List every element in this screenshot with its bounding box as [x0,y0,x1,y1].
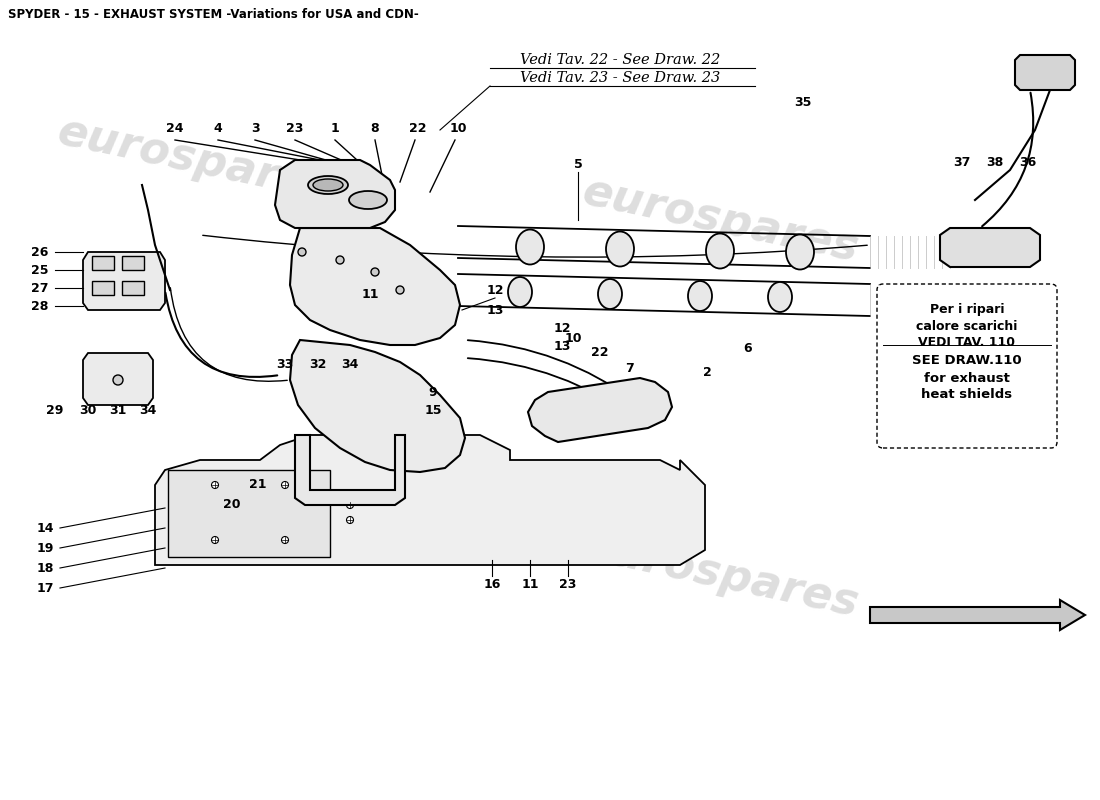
Polygon shape [155,435,705,565]
Text: See Draw. 14: See Draw. 14 [900,333,993,347]
Text: 12: 12 [553,322,571,334]
Ellipse shape [346,502,353,509]
Text: 23: 23 [559,578,576,591]
Ellipse shape [211,482,219,489]
Ellipse shape [516,230,544,265]
Text: Vedi Tav. 22 - See Draw. 22: Vedi Tav. 22 - See Draw. 22 [520,53,720,67]
Ellipse shape [508,277,532,307]
Ellipse shape [371,268,380,276]
Ellipse shape [786,234,814,270]
Text: 15: 15 [425,403,442,417]
Text: 32: 32 [309,358,327,371]
Ellipse shape [349,191,387,209]
Text: 23: 23 [286,122,304,134]
Text: 10: 10 [449,122,466,134]
Ellipse shape [688,281,712,311]
Text: 36: 36 [1020,157,1036,170]
Polygon shape [82,353,153,405]
Text: 24: 24 [166,122,184,134]
Text: 34: 34 [341,358,359,371]
Text: 3: 3 [251,122,260,134]
Text: 8: 8 [371,122,380,134]
FancyBboxPatch shape [877,284,1057,448]
Text: SPYDER - 15 - EXHAUST SYSTEM -Variations for USA and CDN-: SPYDER - 15 - EXHAUST SYSTEM -Variations… [8,8,419,21]
Text: 6: 6 [744,342,752,354]
Polygon shape [82,252,165,310]
Polygon shape [168,470,330,557]
Text: Per i ripari: Per i ripari [930,303,1004,317]
Text: 28: 28 [31,299,48,313]
Text: 10: 10 [564,331,582,345]
Polygon shape [92,281,114,295]
Ellipse shape [314,179,343,191]
Ellipse shape [396,286,404,294]
Polygon shape [122,281,144,295]
Text: 11: 11 [361,289,378,302]
Text: eurospares: eurospares [578,525,862,626]
Text: Vedi Tav. 23 - See Draw. 23: Vedi Tav. 23 - See Draw. 23 [520,71,720,85]
Text: SEE DRAW.110: SEE DRAW.110 [912,354,1022,367]
Text: 1: 1 [331,122,340,134]
Text: 11: 11 [521,578,539,591]
Polygon shape [290,228,460,345]
Polygon shape [870,600,1085,630]
Text: 20: 20 [223,498,241,511]
Polygon shape [1015,55,1075,90]
Text: calore scarichi: calore scarichi [916,319,1018,333]
Text: 34: 34 [140,403,156,417]
Text: 2: 2 [703,366,712,378]
Text: 7: 7 [626,362,635,374]
Text: 4: 4 [213,122,222,134]
Text: 38: 38 [987,157,1003,170]
Text: 27: 27 [31,282,48,294]
Text: eurospares: eurospares [53,110,337,210]
Ellipse shape [768,282,792,312]
Text: 12: 12 [486,283,504,297]
Text: 26: 26 [31,246,48,258]
Ellipse shape [706,234,734,269]
Ellipse shape [606,231,634,266]
Polygon shape [940,228,1040,267]
Ellipse shape [598,279,622,309]
Ellipse shape [282,482,288,489]
Text: 31: 31 [109,403,126,417]
Text: 37: 37 [954,157,970,170]
Text: 17: 17 [36,582,54,594]
Text: 19: 19 [36,542,54,554]
Ellipse shape [113,375,123,385]
Text: 22: 22 [409,122,427,134]
Text: for exhaust: for exhaust [924,371,1010,385]
Polygon shape [275,160,395,228]
Ellipse shape [211,537,219,543]
Text: 9: 9 [429,386,438,399]
Text: VEDI TAV. 110: VEDI TAV. 110 [918,335,1015,349]
Text: 25: 25 [31,263,48,277]
Ellipse shape [336,256,344,264]
Polygon shape [295,435,405,505]
Text: 5: 5 [573,158,582,171]
Text: heat shields: heat shields [922,389,1013,402]
Text: 29: 29 [46,403,64,417]
Ellipse shape [346,517,353,523]
Ellipse shape [308,176,348,194]
Text: 33: 33 [276,358,294,371]
Polygon shape [290,340,465,472]
Polygon shape [528,378,672,442]
Text: 18: 18 [36,562,54,574]
Ellipse shape [298,248,306,256]
Polygon shape [92,256,114,270]
Text: 16: 16 [483,578,500,591]
Text: Vedi Tav. 14: Vedi Tav. 14 [900,315,983,329]
Text: 21: 21 [250,478,266,490]
Text: 35: 35 [794,95,812,109]
Text: 14: 14 [36,522,54,534]
Text: 13: 13 [486,303,504,317]
Polygon shape [122,256,144,270]
Text: eurospares: eurospares [578,170,862,270]
Ellipse shape [282,537,288,543]
Text: 30: 30 [79,403,97,417]
Text: 13: 13 [553,339,571,353]
Text: 22: 22 [592,346,608,359]
